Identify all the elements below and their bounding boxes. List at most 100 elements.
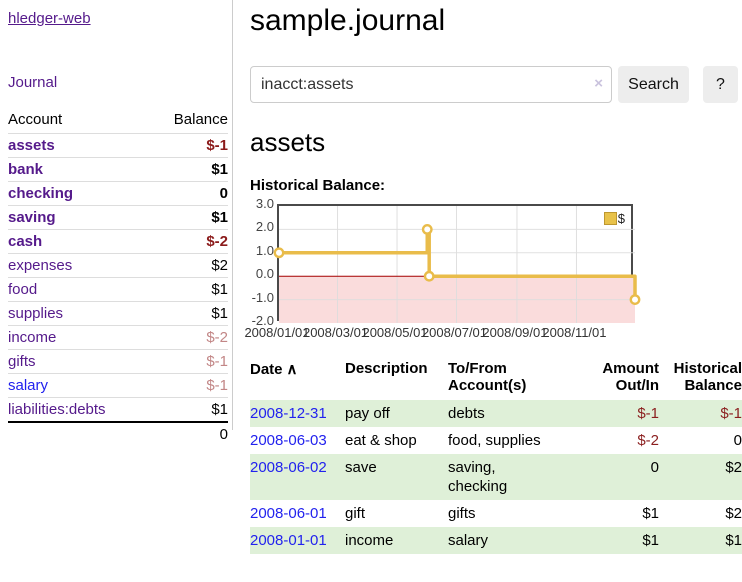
account-link[interactable]: bank <box>8 161 44 178</box>
account-row: saving $1 <box>8 205 228 230</box>
account-heading: assets <box>250 127 326 157</box>
account-balance: $-1 <box>149 349 228 374</box>
y-axis-tick-label: 0.0 <box>255 266 274 282</box>
chart-legend: $ <box>603 211 625 226</box>
sort-asc-icon: ∧ <box>286 361 298 378</box>
account-row: expenses $2 <box>8 253 228 278</box>
sidebar: hledger-web Journal Account Balance asse… <box>0 0 233 446</box>
chart-plot-area: $ <box>273 204 641 323</box>
transaction-row[interactable]: 2008-06-01 gift gifts $1 $2 <box>250 500 742 527</box>
x-axis-tick-label: 2008/09/01 <box>482 325 548 340</box>
account-link[interactable]: salary <box>8 377 49 394</box>
account-row: gifts $-1 <box>8 349 228 374</box>
account-row: salary $-1 <box>8 373 228 398</box>
transaction-accounts: gifts <box>448 505 476 522</box>
transaction-amount: $-1 <box>637 405 659 422</box>
register-table: Date ∧ Description To/From Account(s) Amo… <box>250 358 742 554</box>
transaction-description: gift <box>345 505 366 522</box>
transaction-row[interactable]: 2008-06-03 eat & shop food, supplies $-2 0 <box>250 427 742 454</box>
transaction-date-link[interactable]: 2008-06-02 <box>250 459 327 476</box>
y-axis-tick-label: 1.0 <box>255 242 274 258</box>
transaction-balance: $2 <box>725 459 742 476</box>
account-balance: $1 <box>149 277 228 302</box>
account-row: checking 0 <box>8 181 228 206</box>
search-button[interactable]: Search <box>618 66 689 103</box>
search-input[interactable] <box>250 66 612 103</box>
account-row: assets $-1 <box>8 133 228 158</box>
register-header-balance[interactable]: Historical Balance <box>673 360 742 394</box>
transaction-row[interactable]: 2008-01-01 income salary $1 $1 <box>250 527 742 554</box>
sidebar-item-journal[interactable]: Journal <box>8 74 58 91</box>
account-balance: 0 <box>149 181 228 206</box>
account-balance: $-2 <box>149 229 228 254</box>
account-balance: $1 <box>149 205 228 230</box>
accounts-header-row: Account Balance <box>8 107 228 134</box>
transaction-row[interactable]: 2008-06-02 save saving, checking 0 $2 <box>250 454 742 500</box>
balance-chart: $ 3.0 2.0 1.0 0.0 -1.0 -2.0 2008/01/01 2008/03/… <box>244 196 742 344</box>
account-link[interactable]: assets <box>8 137 55 154</box>
main-content: sample.journal × Search ? assets Histori… <box>244 0 742 554</box>
x-axis-tick-label: 2008/01/01 <box>244 325 310 340</box>
account-row: liabilities:debts $1 <box>8 397 228 423</box>
account-row: supplies $1 <box>8 301 228 326</box>
accounts-total-row: 0 <box>8 421 228 446</box>
transaction-date-link[interactable]: 2008-12-31 <box>250 405 327 422</box>
account-link[interactable]: expenses <box>8 257 73 274</box>
register-header-row: Date ∧ Description To/From Account(s) Amo… <box>250 358 742 400</box>
transaction-row[interactable]: 2008-12-31 pay off debts $-1 $-1 <box>250 400 742 427</box>
search-form: × Search ? <box>250 66 742 103</box>
account-link[interactable]: supplies <box>8 305 64 322</box>
account-balance: $-1 <box>149 373 228 398</box>
register-header-description[interactable]: Description <box>345 360 428 377</box>
accounts-header-account: Account <box>8 107 150 134</box>
x-axis-tick-label: 2008/05/01 <box>362 325 428 340</box>
accounts-header-balance: Balance <box>149 107 228 134</box>
transaction-balance: $1 <box>725 532 742 549</box>
transaction-accounts: food, supplies <box>448 432 541 449</box>
transaction-date-link[interactable]: 2008-01-01 <box>250 532 327 549</box>
account-link[interactable]: gifts <box>8 353 36 370</box>
y-axis-tick-label: 2.0 <box>255 219 274 235</box>
chart-title: Historical Balance: <box>250 177 386 194</box>
transaction-description: eat & shop <box>345 432 417 449</box>
account-balance: $-1 <box>149 133 228 158</box>
help-button[interactable]: ? <box>703 66 738 103</box>
register-header-accounts[interactable]: To/From Account(s) <box>448 360 527 394</box>
account-link[interactable]: food <box>8 281 38 298</box>
transaction-date-link[interactable]: 2008-06-03 <box>250 432 327 449</box>
account-link[interactable]: income <box>8 329 57 346</box>
account-balance: $2 <box>149 253 228 278</box>
account-row: income $-2 <box>8 325 228 350</box>
transaction-description: pay off <box>345 405 390 422</box>
account-link[interactable]: saving <box>8 209 56 226</box>
y-axis-tick-label: 3.0 <box>255 196 274 211</box>
transaction-accounts: debts <box>448 405 485 422</box>
y-axis-tick-label: -1.0 <box>251 289 274 305</box>
register-header-date[interactable]: Date ∧ <box>250 361 298 378</box>
account-link[interactable]: liabilities:debts <box>8 401 106 418</box>
transaction-date-link[interactable]: 2008-06-01 <box>250 505 327 522</box>
account-row: cash $-2 <box>8 229 228 254</box>
x-axis-tick-label: 2008/11/01 <box>542 325 607 340</box>
account-link[interactable]: checking <box>8 185 74 202</box>
transaction-amount: $1 <box>642 532 659 549</box>
transaction-amount: $1 <box>642 505 659 522</box>
account-link[interactable]: cash <box>8 233 43 250</box>
transaction-balance: 0 <box>733 432 742 449</box>
x-axis-tick-label: 2008/03/01 <box>302 325 369 340</box>
transaction-description: save <box>345 459 377 476</box>
clear-search-icon[interactable]: × <box>594 75 603 92</box>
account-row: food $1 <box>8 277 228 302</box>
accounts-total-spacer <box>8 421 150 446</box>
transaction-balance: $-1 <box>720 405 742 422</box>
transaction-accounts: salary <box>448 532 489 549</box>
page-title: sample.journal <box>250 4 446 37</box>
app-title-link[interactable]: hledger-web <box>8 10 91 27</box>
transaction-accounts: saving, checking <box>448 459 508 495</box>
search-input-wrap: × <box>250 66 612 103</box>
register-header-amount[interactable]: Amount Out/In <box>602 360 659 394</box>
transaction-description: income <box>345 532 394 549</box>
transaction-amount: 0 <box>650 459 659 476</box>
transaction-amount: $-2 <box>637 432 659 449</box>
transaction-balance: $2 <box>725 505 742 522</box>
